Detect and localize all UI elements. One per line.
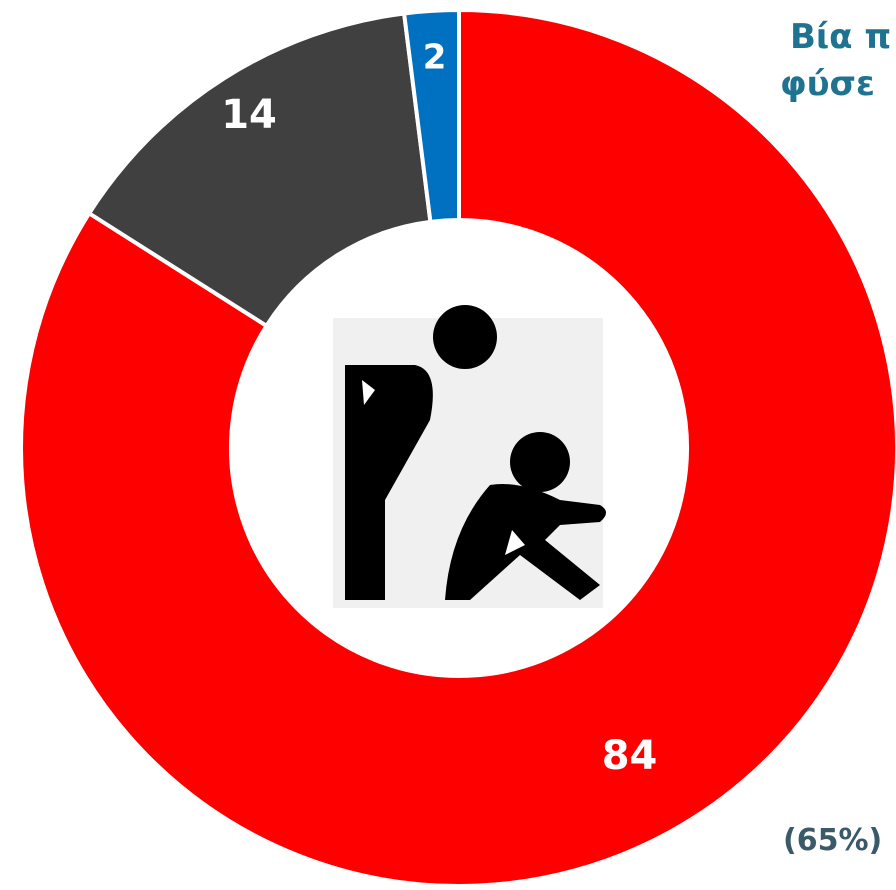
center-icon [333,305,606,608]
annotation: (65%) [783,823,882,858]
title-line: φύσε [780,64,875,104]
donut-segment [19,7,896,888]
donut-segment [401,7,461,225]
donut-segment [86,11,433,329]
title-line: Βία π [790,17,891,57]
data-label: 84 [602,733,658,779]
data-label: 2 [423,38,447,78]
donut: 84 14 2 [19,7,896,888]
data-label: 14 [221,92,277,138]
